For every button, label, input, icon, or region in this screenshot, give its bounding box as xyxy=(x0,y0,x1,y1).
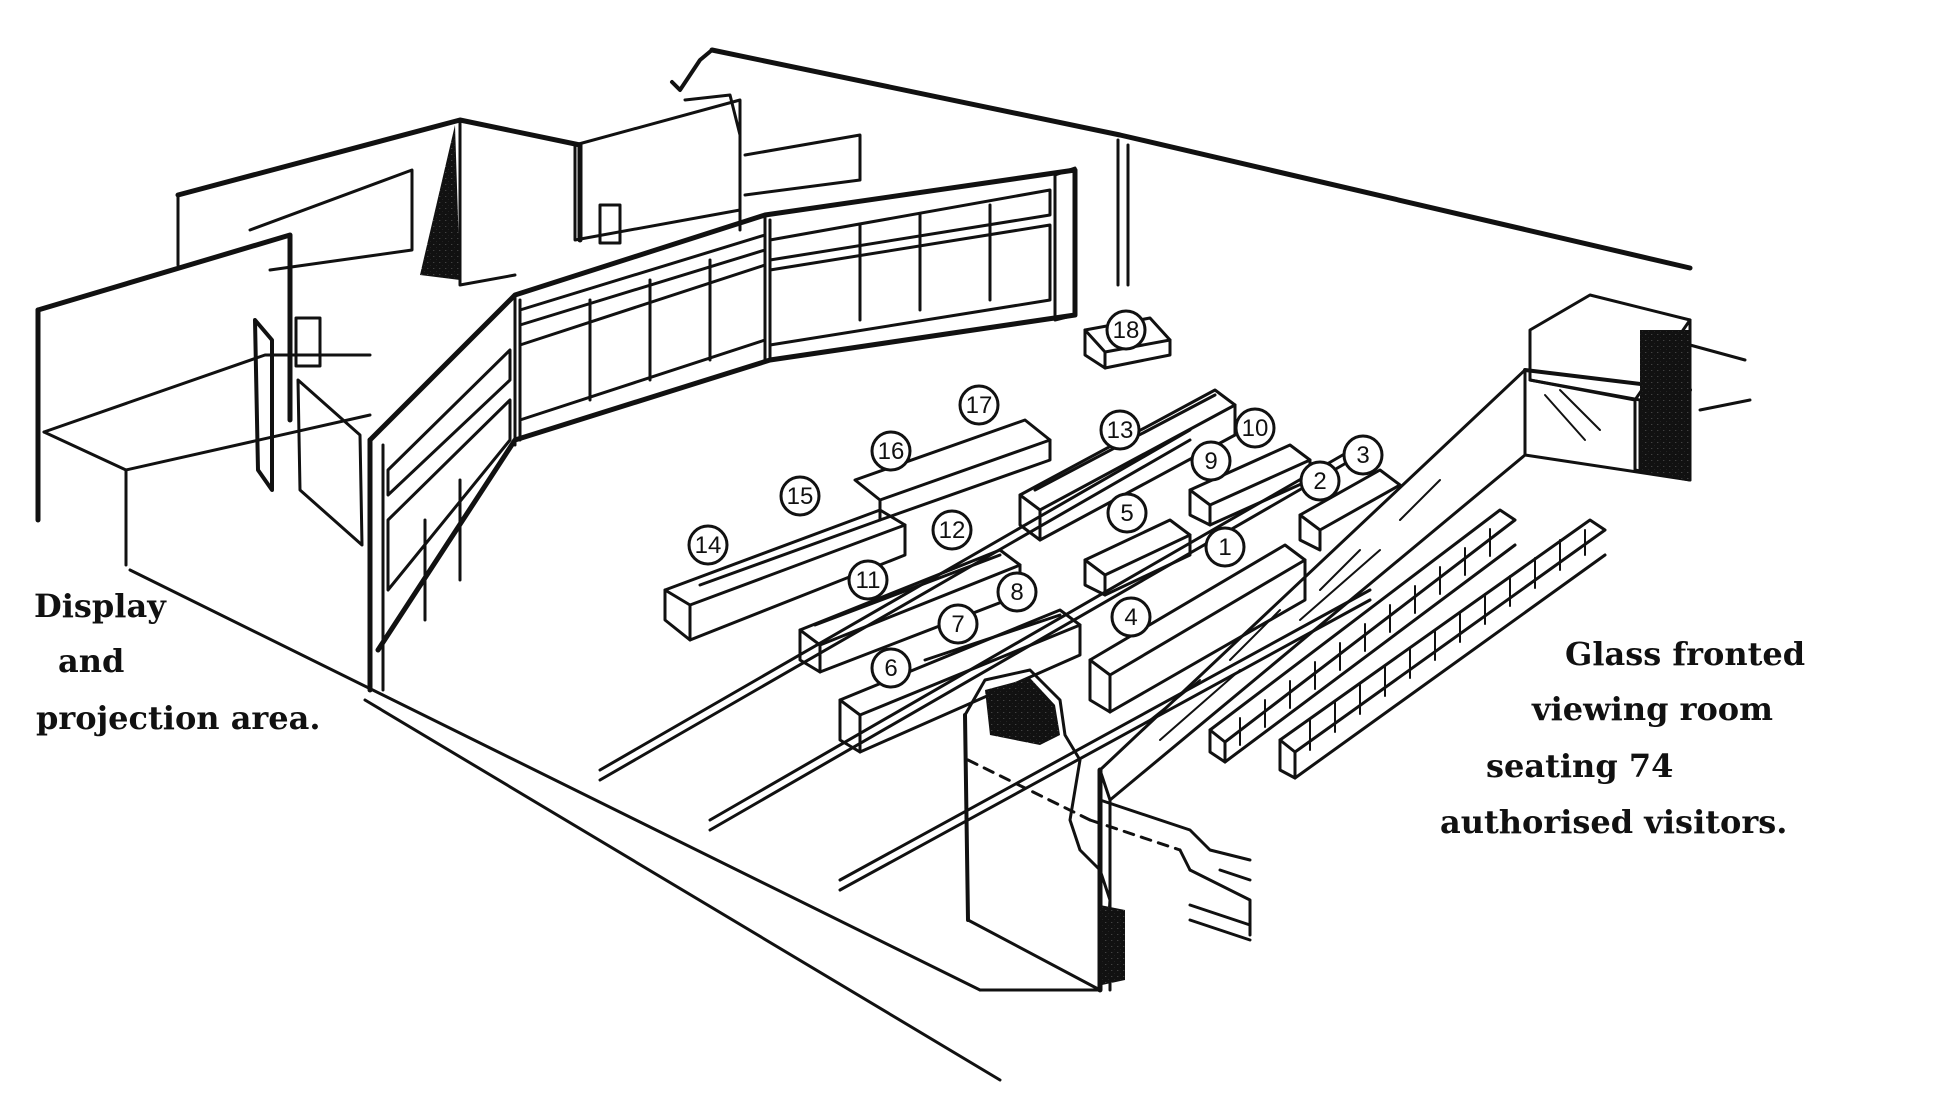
console-marker-3: 3 xyxy=(1342,434,1384,476)
console-marker-circle xyxy=(958,384,1000,426)
outer-walls xyxy=(128,47,1693,1082)
right-caption-line-3: seating 74 xyxy=(1486,747,1674,785)
console-marker-17: 17 xyxy=(958,384,1000,426)
console-number-label: 15 xyxy=(787,483,814,510)
console-marker-circle xyxy=(1204,526,1246,568)
console-marker-circle xyxy=(1342,434,1384,476)
console-marker-circle xyxy=(870,430,912,472)
console-number-label: 11 xyxy=(856,567,881,594)
console-marker-7: 7 xyxy=(937,603,979,645)
console-number-label: 16 xyxy=(878,438,905,465)
wall-panel-bank xyxy=(367,166,1078,693)
viewing-room xyxy=(963,293,1752,993)
console-marker-15: 15 xyxy=(779,475,821,517)
console-number-label: 13 xyxy=(1107,417,1134,444)
console-number-label: 7 xyxy=(951,611,964,638)
console-marker-circle xyxy=(1099,409,1141,451)
console-number-label: 9 xyxy=(1204,448,1217,475)
console-marker-4: 4 xyxy=(1110,596,1152,638)
console-marker-16: 16 xyxy=(870,430,912,472)
console-number-label: 18 xyxy=(1113,317,1140,344)
console-number-label: 8 xyxy=(1010,579,1023,606)
left-caption-line-1: Display xyxy=(34,587,166,625)
console-marker-9: 9 xyxy=(1190,440,1232,482)
console-marker-1: 1 xyxy=(1204,526,1246,568)
right-caption-line-4: authorised visitors. xyxy=(1440,803,1788,841)
console-number-label: 6 xyxy=(884,655,897,682)
console-marker-11: 11 xyxy=(847,559,889,601)
console-marker-circle xyxy=(931,509,973,551)
console-number-label: 1 xyxy=(1218,534,1231,561)
projection-area xyxy=(35,98,862,567)
console-number-label: 5 xyxy=(1120,500,1133,527)
console-marker-13: 13 xyxy=(1099,409,1141,451)
console-marker-18: 18 xyxy=(1105,309,1147,351)
console-marker-circle xyxy=(1234,407,1276,449)
console-marker-circle xyxy=(1110,596,1152,638)
console-marker-circle xyxy=(687,524,729,566)
console-marker-14: 14 xyxy=(687,524,729,566)
console-marker-circle xyxy=(779,475,821,517)
console-marker-circle xyxy=(1106,492,1148,534)
console-number-label: 14 xyxy=(695,532,722,559)
left-caption-line-3: projection area. xyxy=(36,699,321,737)
console-marker-circle xyxy=(996,571,1038,613)
console-marker-5: 5 xyxy=(1106,492,1148,534)
console-marker-circle xyxy=(937,603,979,645)
console-marker-6: 6 xyxy=(870,647,912,689)
console-marker-circle xyxy=(870,647,912,689)
console-number-label: 17 xyxy=(966,392,993,419)
right-caption-line-2: viewing room xyxy=(1532,690,1773,728)
console-number-label: 2 xyxy=(1313,468,1326,495)
console-number-label: 12 xyxy=(939,517,966,544)
console-marker-12: 12 xyxy=(931,509,973,551)
console-number-label: 10 xyxy=(1242,415,1269,442)
floor-consoles xyxy=(598,316,1402,892)
console-number-label: 3 xyxy=(1356,442,1369,469)
console-marker-2: 2 xyxy=(1299,460,1341,502)
right-caption-line-1: Glass fronted xyxy=(1565,635,1806,673)
console-marker-circle xyxy=(1105,309,1147,351)
console-marker-circle xyxy=(1190,440,1232,482)
console-marker-8: 8 xyxy=(996,571,1038,613)
console-number-label: 4 xyxy=(1124,604,1137,631)
console-marker-circle xyxy=(1299,460,1341,502)
left-caption-line-2: and xyxy=(58,642,125,680)
console-marker-circle xyxy=(847,559,889,601)
console-marker-10: 10 xyxy=(1234,407,1276,449)
